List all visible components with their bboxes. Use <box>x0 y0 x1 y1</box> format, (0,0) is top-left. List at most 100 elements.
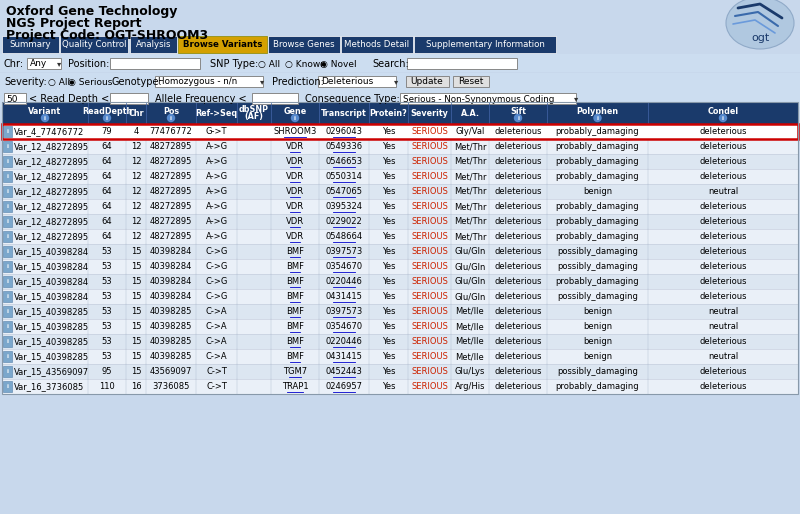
Text: NGS Project Report: NGS Project Report <box>6 16 142 29</box>
Text: 0397573: 0397573 <box>326 307 362 316</box>
Text: ○ All: ○ All <box>258 60 280 68</box>
Text: benign: benign <box>583 187 612 196</box>
Text: 0220446: 0220446 <box>326 337 362 346</box>
Text: Genotype:: Genotype: <box>112 77 162 87</box>
Text: 0354670: 0354670 <box>326 322 362 331</box>
Text: VDR: VDR <box>286 217 304 226</box>
Text: i: i <box>722 116 724 120</box>
Circle shape <box>719 115 726 121</box>
Text: 0547065: 0547065 <box>326 187 362 196</box>
Text: Met/Thr: Met/Thr <box>454 232 486 241</box>
Circle shape <box>42 115 49 121</box>
Text: i: i <box>6 324 9 329</box>
Text: Homozygous - n/n: Homozygous - n/n <box>158 78 238 86</box>
Text: BMF: BMF <box>286 277 304 286</box>
Text: SERIOUS: SERIOUS <box>411 187 448 196</box>
Text: Oxford Gene Technology: Oxford Gene Technology <box>6 5 178 17</box>
Text: possibly_damaging: possibly_damaging <box>557 367 638 376</box>
Text: deleterious: deleterious <box>699 202 746 211</box>
Text: 50: 50 <box>6 95 18 103</box>
Text: A->G: A->G <box>206 217 227 226</box>
Text: 64: 64 <box>102 142 112 151</box>
Text: 53: 53 <box>102 352 112 361</box>
Bar <box>110 58 200 69</box>
Text: possibly_damaging: possibly_damaging <box>557 262 638 271</box>
Bar <box>3 246 12 257</box>
Text: Position:: Position: <box>68 59 110 69</box>
Text: benign: benign <box>583 352 612 361</box>
Text: Gly/Val: Gly/Val <box>455 127 485 136</box>
Text: Var_15_40398285: Var_15_40398285 <box>14 307 89 316</box>
Bar <box>3 351 12 362</box>
Text: benign: benign <box>583 307 612 316</box>
Text: probably_damaging: probably_damaging <box>556 157 639 166</box>
Text: Yes: Yes <box>382 172 395 181</box>
Text: BMF: BMF <box>286 322 304 331</box>
Text: Var_15_40398284: Var_15_40398284 <box>14 277 89 286</box>
Text: 15: 15 <box>130 307 142 316</box>
Text: VDR: VDR <box>286 232 304 241</box>
Text: VDR: VDR <box>286 142 304 151</box>
Text: possibly_damaging: possibly_damaging <box>557 292 638 301</box>
Text: neutral: neutral <box>708 187 738 196</box>
Text: i: i <box>6 219 9 224</box>
Text: 15: 15 <box>130 262 142 271</box>
Text: SERIOUS: SERIOUS <box>411 127 448 136</box>
Bar <box>453 76 489 87</box>
Text: 95: 95 <box>102 367 112 376</box>
Text: probably_damaging: probably_damaging <box>556 142 639 151</box>
Text: i: i <box>170 116 172 120</box>
Text: 12: 12 <box>130 172 142 181</box>
Text: deleterious: deleterious <box>494 277 542 286</box>
Bar <box>2 102 798 124</box>
Text: i: i <box>6 309 9 314</box>
Text: A.A.: A.A. <box>461 108 479 118</box>
Text: A->G: A->G <box>206 172 227 181</box>
Text: TRAP1: TRAP1 <box>282 382 308 391</box>
Text: Glu/Gln: Glu/Gln <box>454 292 486 301</box>
Text: i: i <box>6 279 9 284</box>
Text: A->G: A->G <box>206 187 227 196</box>
Text: 0397573: 0397573 <box>326 247 362 256</box>
Text: deleterious: deleterious <box>494 262 542 271</box>
Text: 43569097: 43569097 <box>150 367 192 376</box>
Text: SERIOUS: SERIOUS <box>411 232 448 241</box>
Text: Met/Thr: Met/Thr <box>454 202 486 211</box>
Bar <box>3 171 12 182</box>
Text: Met/Thr: Met/Thr <box>454 172 486 181</box>
Text: deleterious: deleterious <box>494 382 542 391</box>
Text: Arg/His: Arg/His <box>454 382 486 391</box>
Text: BMF: BMF <box>286 352 304 361</box>
Text: deleterious: deleterious <box>494 352 542 361</box>
Text: 3736085: 3736085 <box>152 382 190 391</box>
Text: probably_damaging: probably_damaging <box>556 382 639 391</box>
Bar <box>110 93 148 104</box>
Text: benign: benign <box>583 337 612 346</box>
Text: Chr:: Chr: <box>4 59 24 69</box>
Bar <box>2 124 798 139</box>
Text: Var_12_48272895: Var_12_48272895 <box>14 187 89 196</box>
Text: 53: 53 <box>102 247 112 256</box>
Text: deleterious: deleterious <box>699 367 746 376</box>
Text: Met/Thr: Met/Thr <box>454 157 486 166</box>
Text: i: i <box>6 294 9 299</box>
Text: BMF: BMF <box>286 292 304 301</box>
Bar <box>414 36 556 53</box>
Text: C->T: C->T <box>206 382 227 391</box>
Bar <box>3 336 12 347</box>
Text: probably_damaging: probably_damaging <box>556 277 639 286</box>
Text: A->G: A->G <box>206 232 227 241</box>
Text: Var_15_40398285: Var_15_40398285 <box>14 337 89 346</box>
Text: 4: 4 <box>134 127 138 136</box>
Text: ○ Known: ○ Known <box>285 60 326 68</box>
Text: Consequence Type:: Consequence Type: <box>305 94 400 104</box>
Text: 53: 53 <box>102 262 112 271</box>
Text: Yes: Yes <box>382 232 395 241</box>
Text: deleterious: deleterious <box>494 232 542 241</box>
Text: deleterious: deleterious <box>699 247 746 256</box>
Text: i: i <box>6 249 9 254</box>
Text: deleterious: deleterious <box>699 157 746 166</box>
Text: 48272895: 48272895 <box>150 217 192 226</box>
Text: Severity: Severity <box>410 108 449 118</box>
Text: deleterious: deleterious <box>494 217 542 226</box>
